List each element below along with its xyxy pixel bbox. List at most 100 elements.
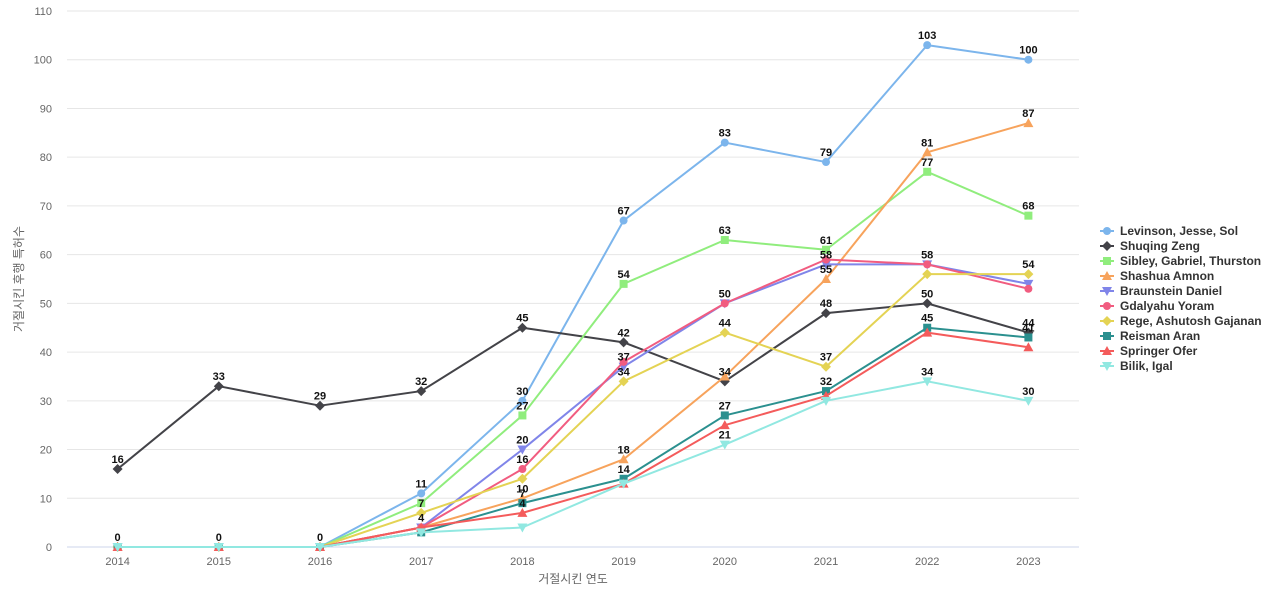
x-tick-label: 2018	[510, 556, 534, 568]
legend-item[interactable]: Levinson, Jesse, Sol	[1100, 224, 1238, 238]
data-point	[619, 279, 628, 288]
data-point	[416, 386, 427, 397]
y-tick-label: 40	[40, 347, 52, 359]
data-label: 0	[115, 532, 121, 544]
data-point	[517, 445, 528, 455]
grid-lines	[67, 10, 1079, 499]
series-bilik-igal	[112, 377, 1034, 552]
data-label: 44	[719, 318, 732, 330]
data-point	[518, 411, 527, 420]
legend-item[interactable]: Shashua Amnon	[1100, 269, 1214, 283]
data-label: 32	[820, 376, 832, 388]
x-tick-label: 2014	[105, 556, 129, 568]
legend-item[interactable]: Shuqing Zeng	[1100, 239, 1200, 253]
data-point	[821, 396, 831, 406]
data-label: 45	[516, 313, 528, 325]
data-label: 18	[617, 444, 629, 456]
data-label: 7	[519, 488, 525, 500]
data-label: 34	[719, 366, 732, 378]
x-axis-title: 거절시킨 연도	[538, 572, 608, 586]
data-label: 48	[820, 298, 832, 310]
legend-item[interactable]: Bilik, Igal	[1100, 359, 1173, 373]
data-label: 79	[820, 147, 832, 159]
data-label: 33	[213, 371, 225, 383]
data-point	[618, 479, 629, 489]
data-point	[1024, 284, 1033, 293]
legend-item[interactable]: Rege, Ashutosh Gajanan	[1100, 314, 1262, 328]
data-point	[720, 236, 729, 245]
data-point	[213, 381, 224, 392]
y-axis-title: 거절시킨 후행 특허수	[11, 226, 26, 332]
y-tick-label: 70	[40, 201, 52, 213]
y-tick-label: 50	[40, 298, 52, 310]
series-levinson-jesse-sol	[113, 41, 1033, 551]
legend-item[interactable]: Braunstein Daniel	[1100, 284, 1222, 298]
data-point	[518, 465, 527, 474]
data-point	[923, 167, 932, 176]
data-label: 103	[918, 30, 936, 42]
legend-item[interactable]: Sibley, Gabriel, Thurston	[1100, 254, 1261, 268]
data-point	[1103, 302, 1111, 310]
data-point	[517, 473, 528, 484]
y-tick-label: 60	[40, 250, 52, 262]
legend-item[interactable]: Reisman Aran	[1100, 329, 1200, 343]
legend-item[interactable]: Gdalyahu Yoram	[1100, 299, 1214, 313]
data-point	[1024, 211, 1033, 220]
data-label: 4	[418, 513, 425, 525]
data-point	[213, 543, 224, 552]
data-point	[719, 327, 730, 338]
data-label: 11	[415, 478, 427, 490]
data-label: 68	[1022, 201, 1034, 213]
data-labels: 0 0 01130678379103100163329324542344850442…	[111, 30, 1037, 544]
series-gdalyahu-yoram	[113, 255, 1033, 551]
data-point	[1023, 269, 1034, 280]
legend-item[interactable]: Springer Ofer	[1100, 344, 1198, 358]
series-line	[116, 258, 1030, 548]
data-label: 7	[418, 498, 424, 510]
data-point	[1103, 257, 1111, 265]
data-label: 27	[516, 400, 528, 412]
series-shuqing-zeng	[112, 298, 1034, 475]
data-label: 16	[111, 454, 123, 466]
data-point	[517, 322, 528, 333]
data-label: 34	[921, 366, 934, 378]
x-tick-label: 2019	[611, 556, 635, 568]
legend-label: Braunstein Daniel	[1120, 284, 1222, 298]
data-point	[719, 420, 730, 430]
x-tick-label: 2020	[713, 556, 737, 568]
data-point	[1102, 362, 1112, 371]
legend-label: Sibley, Gabriel, Thurston	[1120, 254, 1261, 268]
data-point	[315, 543, 325, 552]
data-point	[923, 41, 932, 50]
data-label: 54	[617, 269, 630, 281]
data-label: 21	[719, 430, 731, 442]
legend-label: Springer Ofer	[1120, 344, 1198, 358]
data-point	[821, 274, 831, 283]
data-label: 16	[516, 454, 528, 466]
data-label: 61	[820, 235, 832, 247]
y-axis-ticks: 0 10 20 30 40 50 60 70 80 90 100 110	[34, 6, 52, 554]
data-point	[821, 308, 831, 319]
data-label: 42	[617, 327, 629, 339]
data-point	[922, 327, 933, 337]
data-point	[1023, 279, 1034, 289]
data-point	[922, 298, 933, 309]
series-line	[116, 326, 1030, 548]
data-label: 87	[1022, 108, 1034, 120]
data-point	[618, 376, 629, 387]
data-point	[1103, 332, 1111, 340]
data-point	[719, 371, 730, 381]
data-label: 50	[719, 288, 731, 300]
series-line	[116, 331, 1030, 548]
data-point	[720, 299, 729, 308]
y-tick-label: 0	[46, 542, 52, 554]
data-point	[1102, 271, 1112, 280]
data-label: 0	[216, 532, 222, 544]
data-point	[417, 489, 426, 498]
series-line	[116, 44, 1030, 548]
series-springer-ofer	[112, 327, 1034, 551]
x-tick-label: 2015	[207, 556, 231, 568]
x-tick-label: 2017	[409, 556, 433, 568]
legend-label: Gdalyahu Yoram	[1120, 299, 1214, 313]
